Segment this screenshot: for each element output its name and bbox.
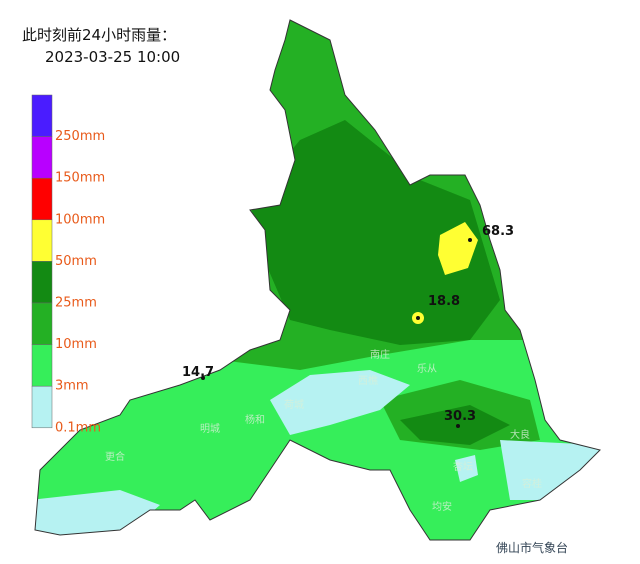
station-value: 30.3 — [444, 409, 476, 424]
place-label: 乐从 — [417, 363, 437, 375]
legend-label: 100mm — [55, 212, 105, 227]
time: 2023-03-25 10:00 — [45, 48, 180, 66]
station-dot — [456, 424, 460, 428]
legend-label: 25mm — [55, 296, 97, 311]
title: 此时刻前24小时雨量： — [22, 26, 176, 44]
legend-label: 3mm — [55, 379, 89, 394]
legend-label: 250mm — [55, 129, 105, 144]
place-label: 明城 — [200, 423, 220, 435]
legend-swatch — [31, 136, 53, 179]
legend-swatch — [31, 94, 53, 137]
place-label: 荷城 — [284, 399, 304, 411]
place-label: 西樵 — [358, 374, 378, 387]
station-value: 14.7 — [182, 365, 214, 380]
legend-label: 50mm — [55, 254, 97, 269]
station-dot — [416, 316, 420, 320]
legend-swatch — [31, 177, 53, 221]
place-label: 容桂 — [522, 477, 542, 490]
place-label: 南庄 — [370, 348, 390, 361]
legend-swatch — [31, 344, 53, 387]
place-label: 更合 — [105, 450, 125, 463]
legend-swatch — [31, 302, 53, 345]
watermark: 佛山市气象台 — [496, 540, 568, 555]
station-dot — [201, 376, 205, 380]
place-label: 杨和 — [245, 413, 265, 426]
legend-swatch — [31, 261, 53, 304]
place-label: 杏坛 — [453, 460, 473, 473]
legend-label: 10mm — [55, 337, 97, 352]
legend-label: 150mm — [55, 171, 105, 186]
station-value: 68.3 — [482, 224, 514, 239]
legend-swatch — [31, 385, 53, 429]
station-value: 18.8 — [428, 294, 460, 309]
station-dot — [468, 238, 472, 242]
legend-label: 0.1mm — [55, 420, 101, 435]
legend-swatch — [31, 219, 53, 262]
place-label: 均安 — [432, 500, 452, 513]
place-label: 大良 — [510, 428, 530, 441]
